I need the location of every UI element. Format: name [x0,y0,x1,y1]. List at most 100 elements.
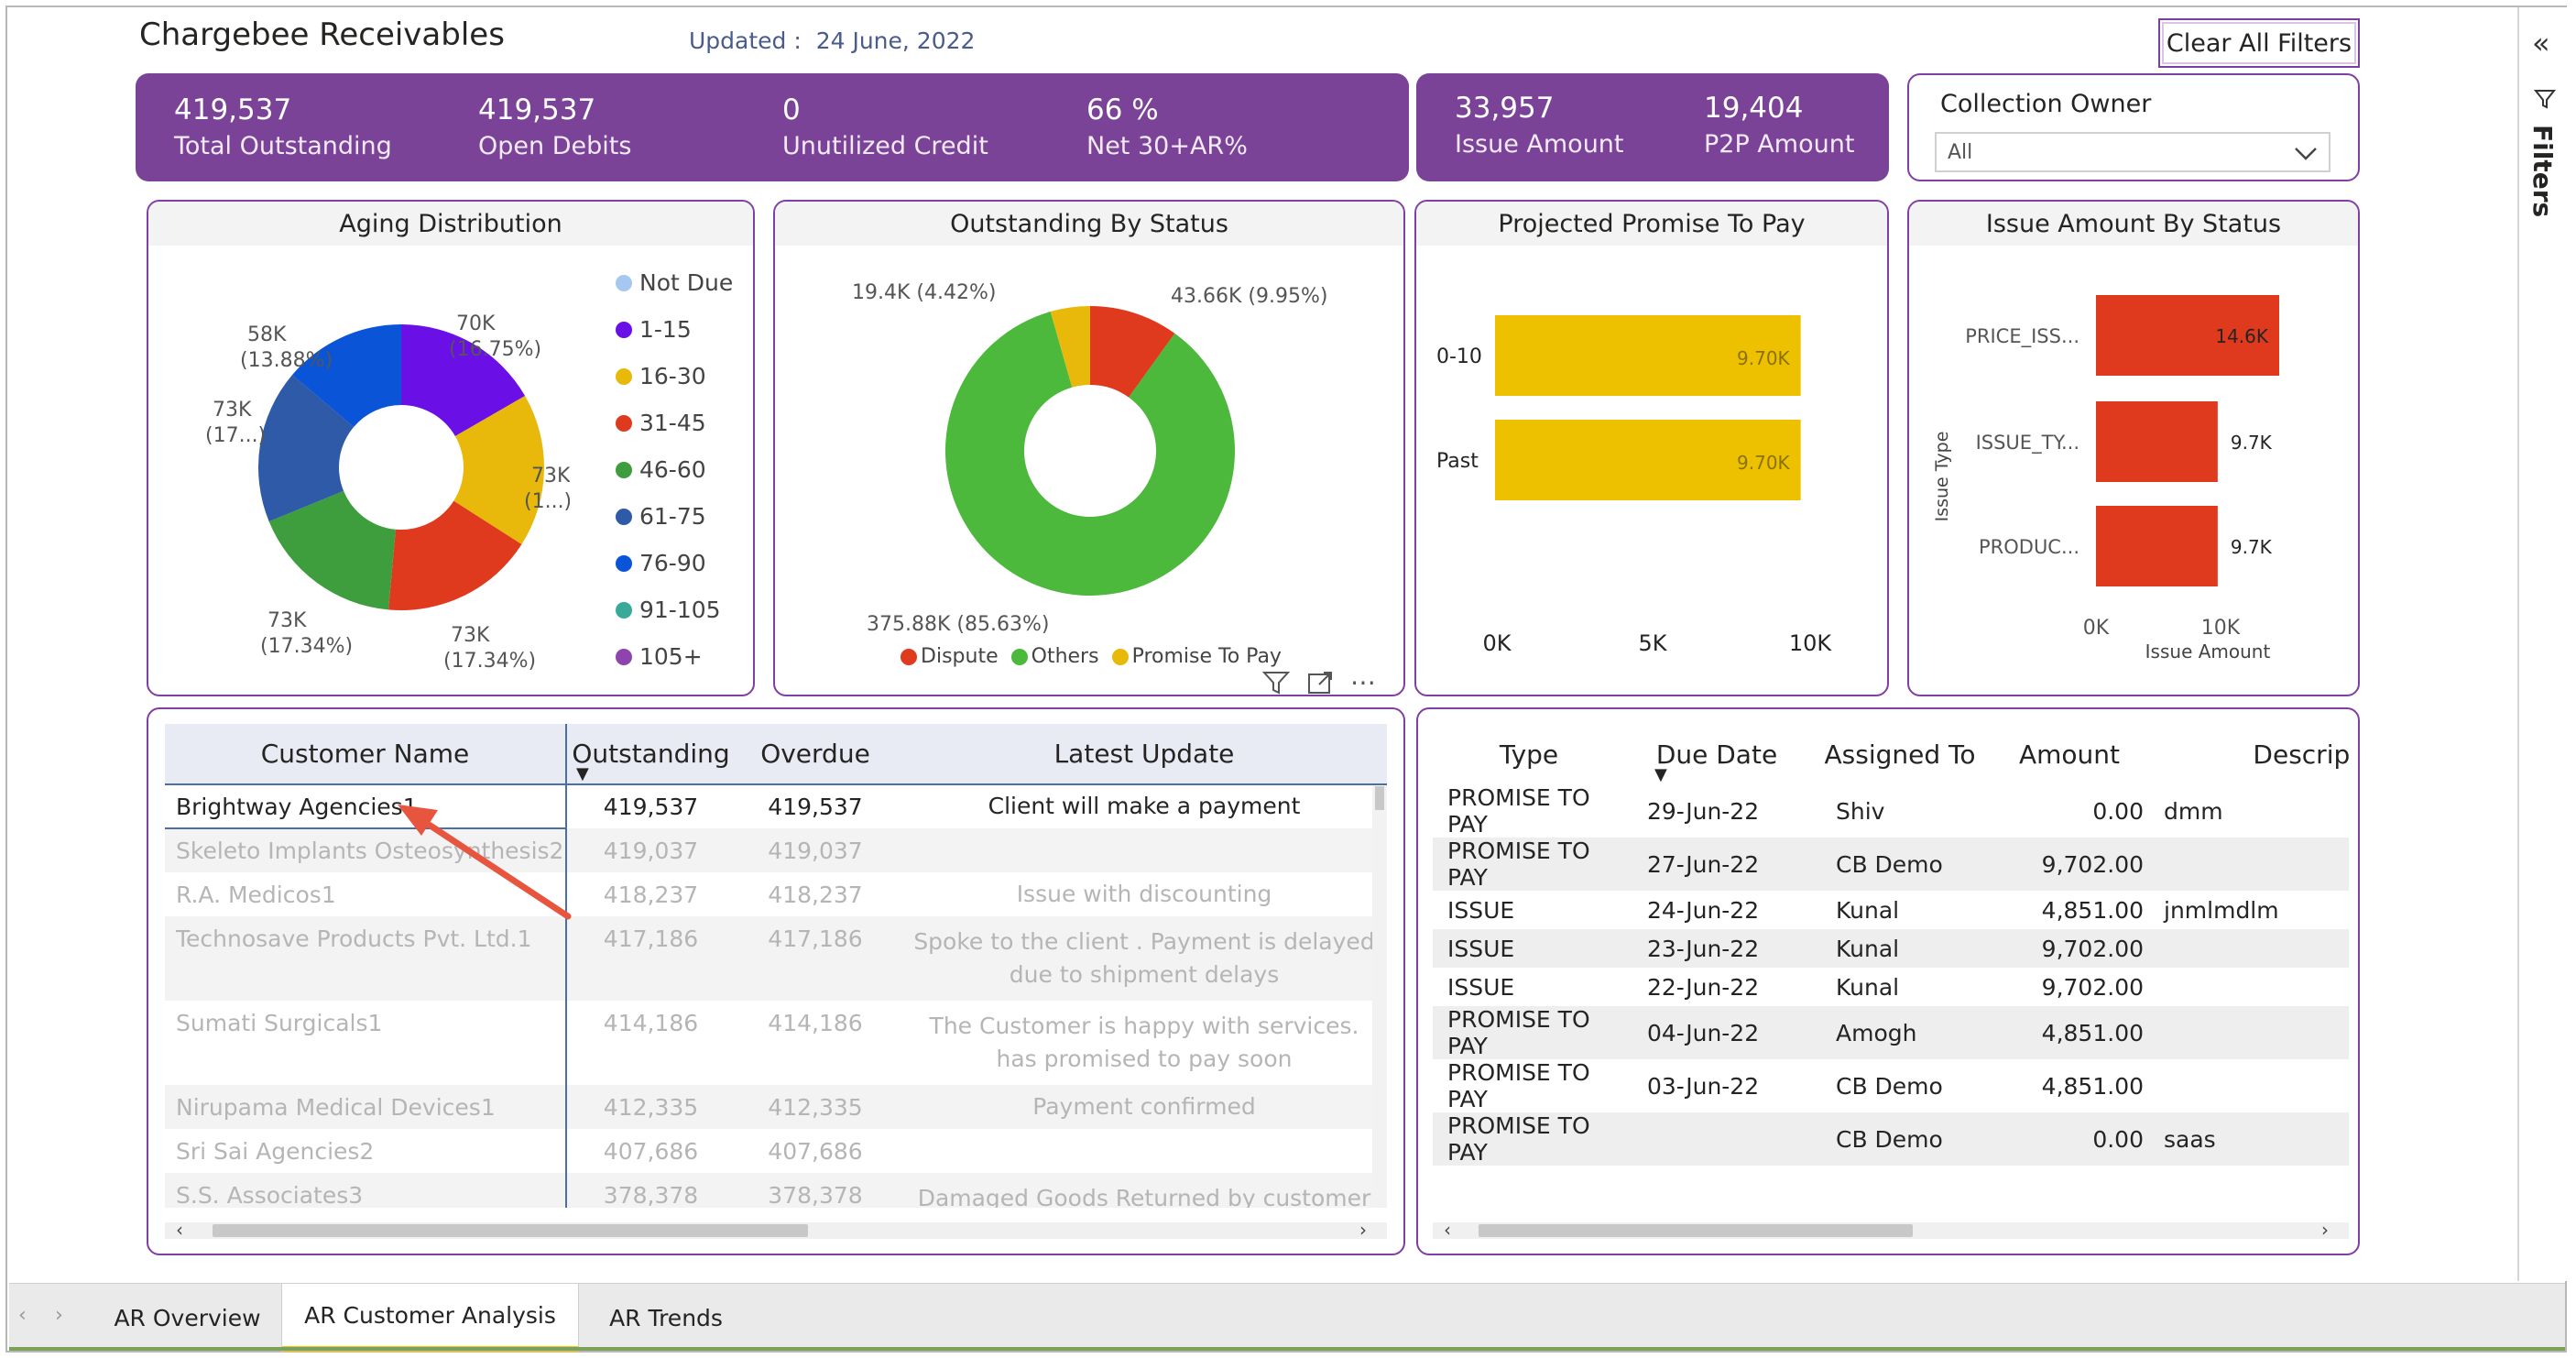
tab-ar-trends[interactable]: AR Trends [609,1304,723,1331]
col-amount[interactable]: Amount [2018,739,2121,770]
collapse-chevrons-icon[interactable]: « [2532,26,2550,60]
cell-type: PROMISE TO PAY [1447,784,1590,838]
table-row[interactable]: PROMISE TO PAY 29-Jun-22 Shiv 0.00 dmm [1433,784,2349,838]
table-row[interactable]: Technosave Products Pvt. Ltd.1 417,186 417… [165,916,1387,1001]
table-vscroll[interactable] [1372,786,1387,1208]
legend-item[interactable]: Not Due [616,269,733,296]
legend-item[interactable]: 76-90 [616,550,733,576]
tab-nav-right-icon[interactable]: › [55,1304,63,1327]
aging-donut-chart[interactable]: 70K (16.75%) 73K (1...) 73K (17.34%) 73K (17.34… [148,246,570,695]
legend-item[interactable]: 16-30 [616,363,733,389]
col-customer-name[interactable]: Customer Name [165,724,567,784]
cell-due-date: 24-Jun-22 [1647,896,1760,924]
table-row[interactable]: PROMISE TO PAY 03-Jun-22 CB Demo 4,851.00 [1433,1059,2349,1112]
col-latest-update[interactable]: Latest Update [1053,739,1235,769]
table-row[interactable]: Sri Sai Agencies2 407,686 407,686 [165,1129,1387,1173]
legend-item[interactable]: 61-75 [616,503,733,530]
cell-description: saas [2164,1125,2216,1153]
collection-owner-value: All [1948,141,1973,164]
clear-all-filters-button[interactable]: Clear All Filters [2158,18,2360,68]
kpi-value: 419,537 [478,93,596,126]
status-label-dispute: 43.66K (9.95%) [1171,285,1327,308]
scroll-right-icon[interactable]: › [2321,1219,2329,1241]
table-row[interactable]: R.A. Medicos1 418,237 418,237 Issue with di… [165,872,1387,916]
tab-nav-left-icon[interactable]: ‹ [18,1304,27,1327]
scroll-left-icon[interactable]: ‹ [176,1219,183,1241]
kpi-label: Open Debits [478,132,632,160]
table-row[interactable]: Sumati Surgicals1 414,186 414,186 The Custo… [165,1001,1387,1085]
legend-dot-icon [616,508,632,525]
scroll-right-icon[interactable]: › [1359,1219,1367,1241]
aging-distribution-card[interactable]: Aging Distribution 70K (16.75%) 73K (1...) 7… [147,200,755,696]
aging-slice-value: 73K [267,609,307,632]
legend-item[interactable]: 91-105 [616,597,733,623]
table-row[interactable]: ISSUE 22-Jun-22 Kunal 9,702.00 [1433,968,2349,1006]
activity-table-wrap[interactable]: Type Due Date ▼ Assigned To Amount Descri… [1433,724,2349,1208]
cell-type: ISSUE [1447,973,1515,1001]
customer-table-hscroll[interactable]: ‹ › [165,1219,1387,1241]
issue-bar-chart[interactable]: PRICE_ISS... 14.6K ISSUE_TY... 9.7K PRODUC..… [1909,246,2360,695]
hscroll-thumb[interactable] [1479,1224,1913,1237]
table-row[interactable]: ISSUE 24-Jun-22 Kunal 4,851.00 jnmlmdlm [1433,891,2349,929]
legend-label: Promise To Pay [1131,645,1282,668]
issue-title: Issue Amount By Status [1909,202,2358,246]
legend-item[interactable]: Others [1010,645,1099,668]
vscroll-thumb[interactable] [1375,786,1384,810]
projected-promise-card[interactable]: Projected Promise To Pay 0-10 9.70K Past 9.… [1414,200,1889,696]
legend-label: 46-60 [639,456,706,483]
filters-pane[interactable]: « Filters [2517,7,2567,1281]
scroll-left-icon[interactable]: ‹ [1444,1219,1451,1241]
update-line: Issue with discounting [1016,880,1272,907]
table-row[interactable]: PROMISE TO PAY CB Demo 0.00 saas [1433,1112,2349,1166]
filters-pane-label: Filters [2527,125,2558,218]
legend-item[interactable]: 46-60 [616,456,733,483]
aging-slice-pct: (16.75%) [449,338,541,361]
customer-table-wrap[interactable]: Customer Name Outstanding ▼ Overdue Lates… [165,724,1387,1208]
col-due-date[interactable]: Due Date ▼ [1625,724,1808,785]
col-type[interactable]: Type [1499,739,1559,770]
table-row[interactable]: PROMISE TO PAY 04-Jun-22 Amogh 4,851.00 [1433,1006,2349,1059]
legend-item[interactable]: Promise To Pay [1111,645,1282,668]
legend-item[interactable]: 105+ [616,643,733,670]
filter-icon[interactable] [1262,670,1290,695]
aging-slice-value: 58K [247,323,287,346]
cell-amount: 9,702.00 [2041,850,2144,878]
cell-type: ISSUE [1447,935,1515,962]
cell-latest-update: Payment confirmed [896,1085,1387,1129]
promise-bar [1495,315,1801,396]
table-row[interactable]: PROMISE TO PAY 27-Jun-22 CB Demo 9,702.00 [1433,838,2349,891]
table-row[interactable]: Nirupama Medical Devices1 412,335 412,335 P… [165,1085,1387,1129]
kpi-open-debits: 419,537 Open Debits [478,93,631,160]
more-options-icon[interactable]: ⋯ [1350,667,1378,696]
col-outstanding[interactable]: Outstanding ▼ [566,724,735,784]
cell-assigned-to: Amogh [1836,1019,1917,1046]
collection-owner-dropdown[interactable]: All [1935,132,2330,172]
kpi-net-30-ar: 66 % Net 30+AR% [1086,93,1248,160]
legend-dot-icon [616,274,632,291]
tab-ar-customer-analysis[interactable]: AR Customer Analysis [282,1284,579,1352]
table-row[interactable]: Brightway Agencies1 419,537 419,537 Client … [165,784,1387,829]
table-row[interactable]: S.S. Associates3 378,378 378,378 Damaged Go… [165,1173,1387,1208]
cell-outstanding: 417,186 [603,925,699,952]
legend-item[interactable]: 31-45 [616,410,733,436]
col-assigned-to[interactable]: Assigned To [1824,739,1976,770]
table-row[interactable]: Skeleto Implants Osteosynthesis2 419,037 4… [165,828,1387,872]
outstanding-by-status-card[interactable]: Outstanding By Status 19.4K (4.42%) 43.66… [773,200,1405,696]
issue-tick-label: 10K [2201,617,2241,640]
sort-desc-icon: ▼ [576,764,589,783]
legend-item[interactable]: Dispute [901,645,999,668]
tab-ar-overview[interactable]: AR Overview [93,1284,282,1352]
activity-table: Type Due Date ▼ Assigned To Amount Descri… [1433,724,2349,1166]
hscroll-thumb[interactable] [213,1224,808,1237]
legend-label: Dispute [921,645,999,668]
legend-item[interactable]: 1-15 [616,316,733,343]
activity-table-hscroll[interactable]: ‹ › [1433,1219,2349,1241]
table-row[interactable]: ISSUE 23-Jun-22 Kunal 9,702.00 [1433,929,2349,968]
issue-amount-card[interactable]: Issue Amount By Status PRICE_ISS... 14.6K… [1907,200,2360,696]
status-donut-chart[interactable]: 19.4K (4.42%) 43.66K (9.95%) 375.88K (85.6… [775,246,1405,649]
focus-mode-icon[interactable] [1306,670,1334,695]
col-description[interactable]: Descripti [2253,739,2349,770]
cell-latest-update: The Customer is happy with services. has … [896,1001,1387,1085]
promise-bar-chart[interactable]: 0-10 9.70K Past 9.70K 0K 5K 10K [1416,246,1889,695]
col-overdue[interactable]: Overdue [760,739,870,769]
